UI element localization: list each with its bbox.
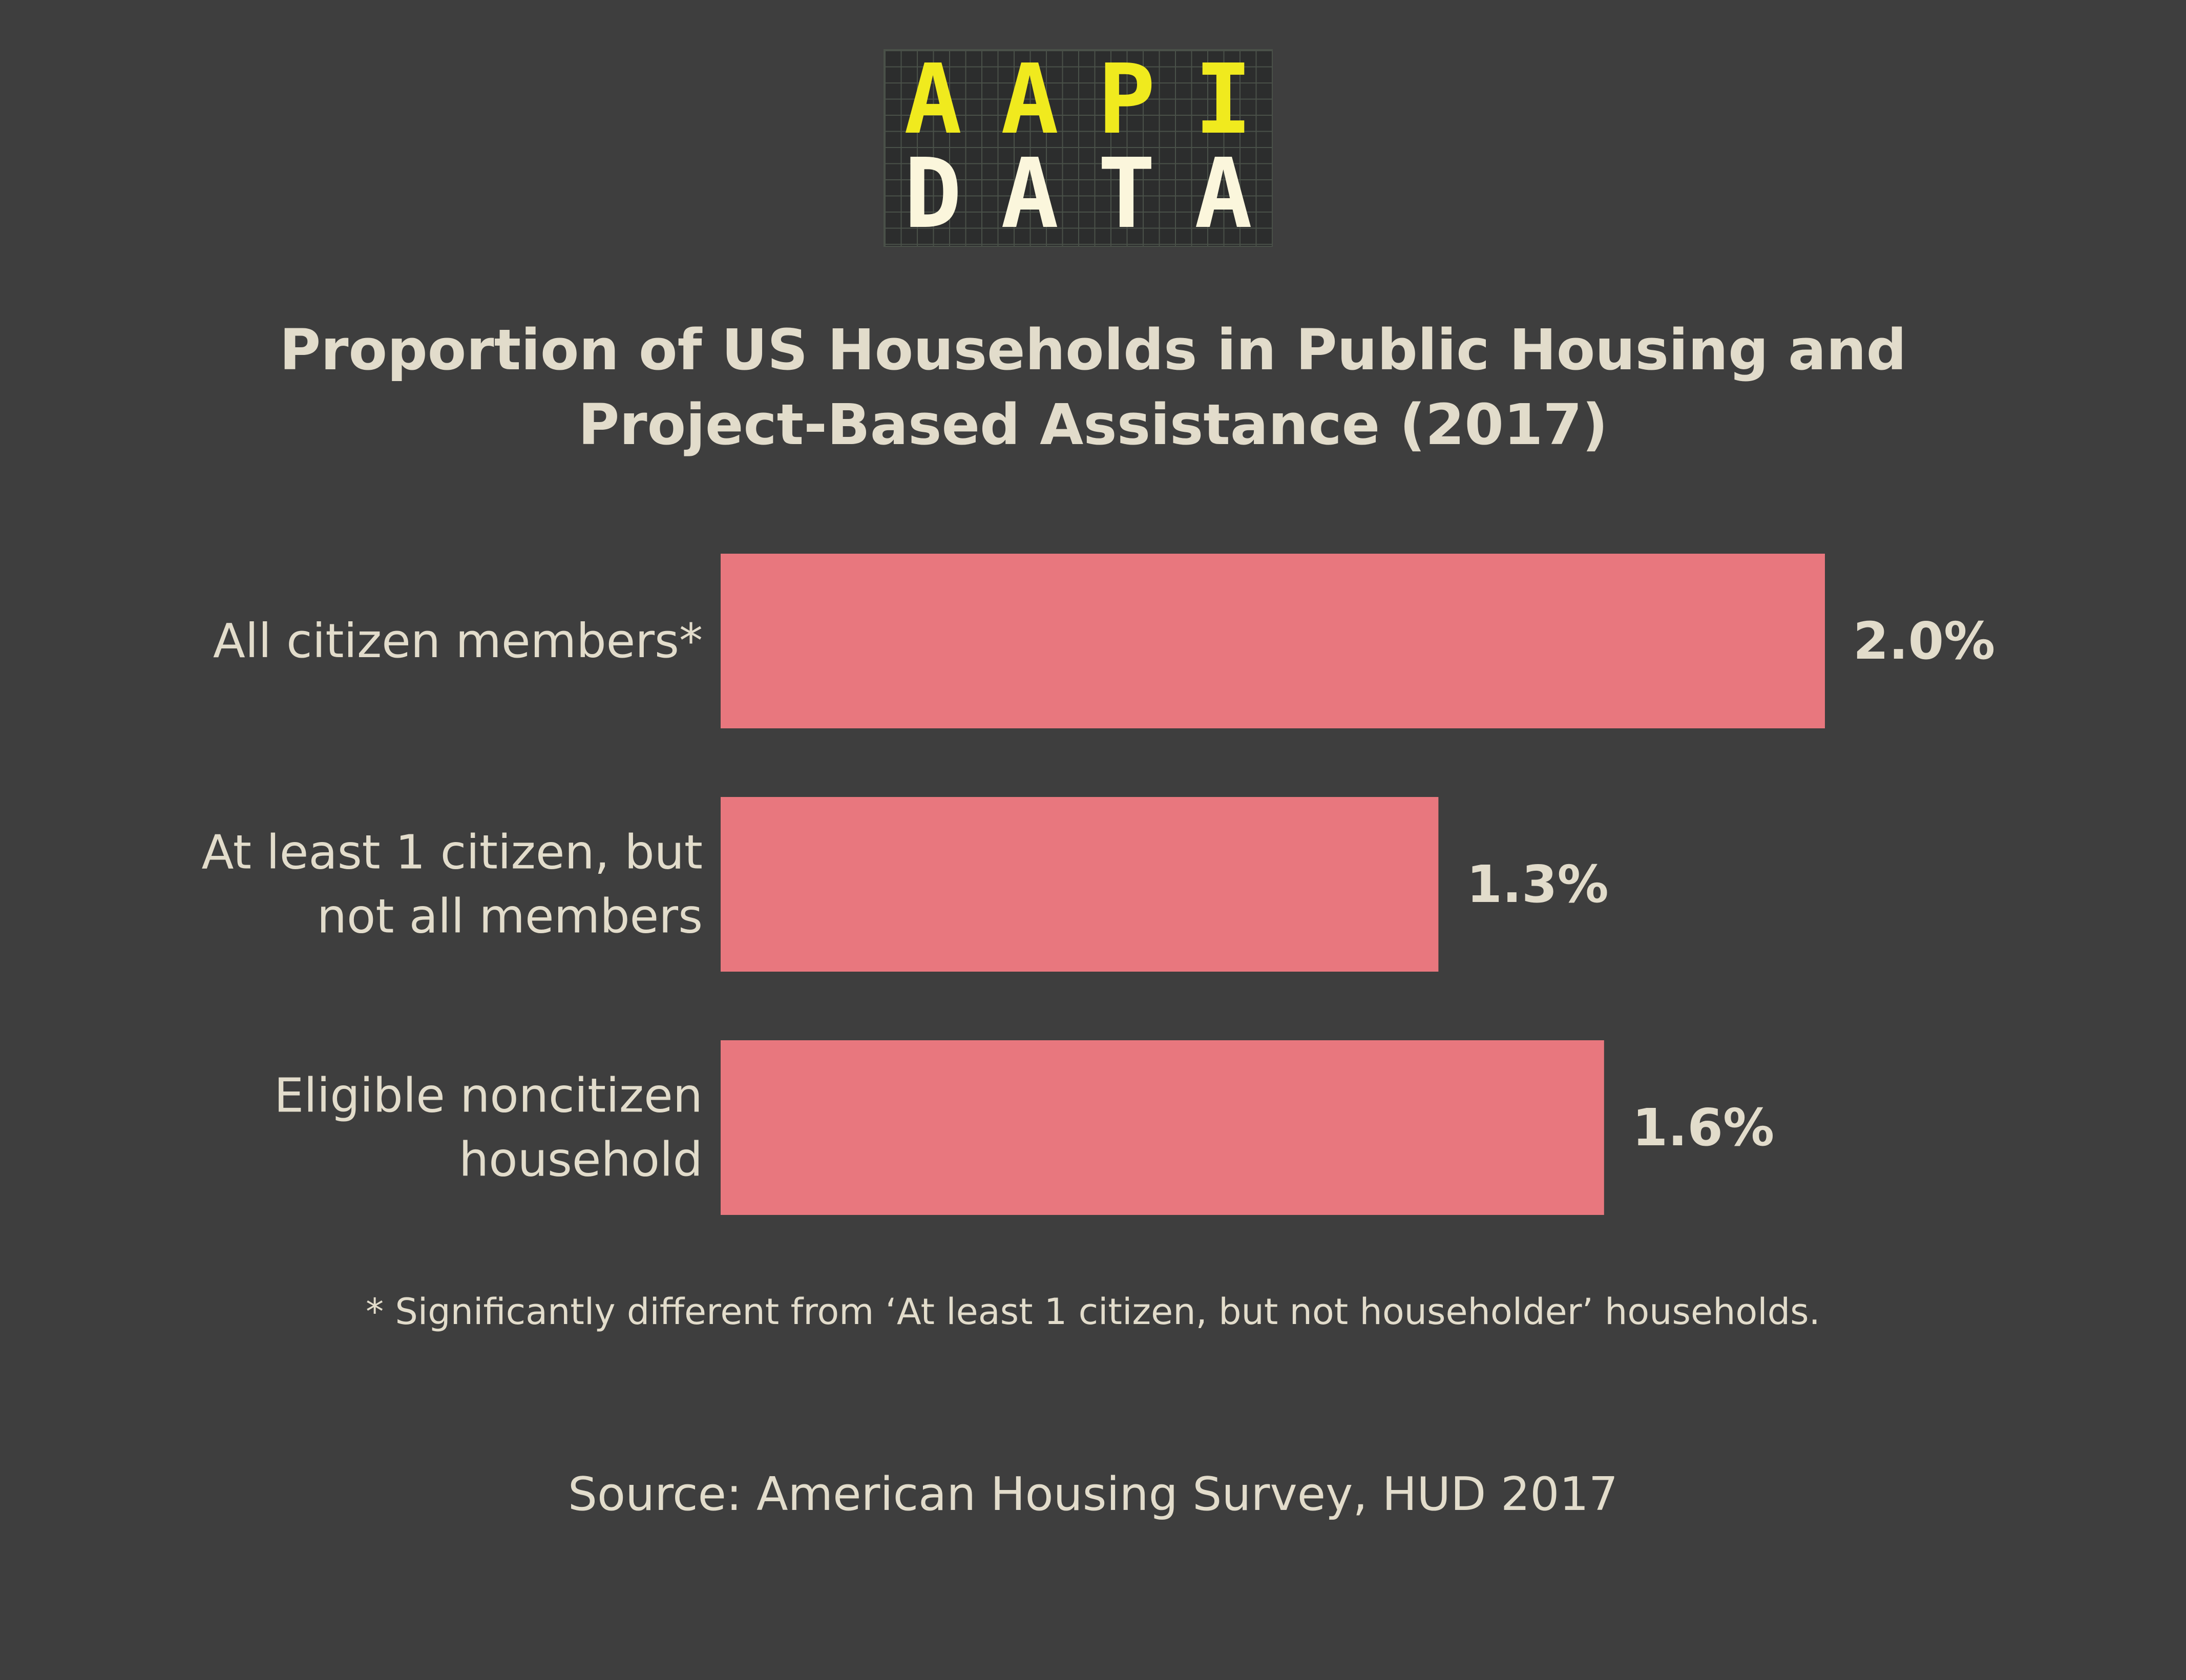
chart-source: Source: American Housing Survey, HUD 201… <box>567 1467 1619 1521</box>
category-label: At least 1 citizen, but <box>202 825 703 880</box>
bar-value-label: 1.6% <box>1632 1098 1774 1158</box>
chart-footnote: * Significantly different from ‘At least… <box>366 1291 1820 1333</box>
category-label: Eligible noncitizen <box>274 1068 703 1123</box>
bar-value-label: 2.0% <box>1853 611 1995 671</box>
logo-letter: A <box>1194 138 1253 250</box>
logo-letter: D <box>903 138 962 250</box>
bar-value-label: 1.3% <box>1466 854 1608 914</box>
logo-top-row: A A P I <box>885 44 1272 156</box>
category-label: household <box>459 1132 703 1187</box>
logo-letter: A <box>903 44 962 156</box>
logo-letter: T <box>1097 138 1156 250</box>
logo-bottom-row: D A T A <box>885 138 1272 250</box>
chart-title-line: Project-Based Assistance (2017) <box>578 392 1608 457</box>
chart-title: Proportion of US Households in Public Ho… <box>120 312 2066 462</box>
logo-letter: A <box>1000 138 1059 250</box>
category-label: not all members <box>317 889 703 944</box>
logo-letter: P <box>1097 44 1156 156</box>
bar <box>721 554 1825 728</box>
logo-letter: A <box>1000 44 1059 156</box>
bar <box>721 797 1439 972</box>
aapi-data-logo: A A P I D A T A <box>884 44 1273 250</box>
logo-letter: I <box>1194 44 1253 156</box>
category-label: All citizen members* <box>213 614 703 668</box>
bar <box>721 1040 1604 1215</box>
chart-title-line: Proportion of US Households in Public Ho… <box>279 317 1907 383</box>
